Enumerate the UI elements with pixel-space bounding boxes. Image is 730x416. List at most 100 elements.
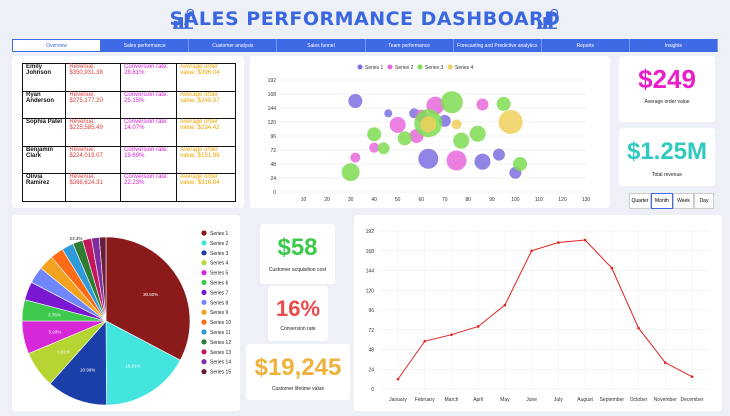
tab-customer-analysis[interactable]: Customer analysis — [189, 39, 278, 52]
y-tick-label: 96 — [270, 134, 276, 140]
x-tick-label: August — [577, 397, 593, 403]
pie-data-label: 3.78% — [48, 312, 61, 317]
pie-chart-card: 30.50% 16.01% 10.99% 6.61% 5.93% 3.78% 23.3% Se… — [12, 215, 240, 411]
legend-label: Series 12 — [210, 340, 231, 346]
bubble-point — [474, 153, 491, 170]
rep-name: Olivia Ramirez — [21, 173, 67, 202]
rep-name: Sophia Patel — [21, 118, 67, 147]
legend-marker — [201, 339, 207, 345]
line-point — [423, 339, 427, 343]
line-point — [637, 326, 640, 330]
legend-label: Series 3 — [210, 251, 229, 257]
line-point — [396, 377, 400, 381]
kpi-cac-label: Customer acquisition cost — [268, 267, 327, 273]
bubble-point — [389, 116, 406, 133]
y-tick-label: 24 — [368, 367, 374, 373]
kpi-revenue-value: $1.25M — [626, 138, 708, 165]
rep-name: Ryan Anderson — [21, 90, 67, 120]
y-tick-label: 168 — [268, 92, 277, 98]
line-chart: 0 24 48 72 96 120 144 168 192 January February Marc… — [366, 229, 710, 403]
x-tick-label: February — [415, 397, 436, 403]
legend-marker — [201, 250, 207, 256]
legend-marker — [201, 270, 207, 276]
tab-overview[interactable]: Overview — [12, 39, 102, 52]
line-point — [610, 266, 614, 270]
x-tick-label: June — [526, 397, 537, 403]
rep-aov: Average order value: $316.84 — [176, 173, 236, 202]
x-tick-label: 100 — [511, 197, 520, 203]
y-tick-label: 24 — [270, 176, 276, 182]
legend-marker — [447, 64, 453, 70]
legend-marker — [387, 64, 393, 70]
bubble-point — [446, 150, 467, 171]
pie-data-label: 6.61% — [57, 349, 70, 354]
kpi-revenue-label: Total revenue — [651, 172, 683, 178]
bubble-point — [418, 148, 439, 169]
y-tick-label: 120 — [268, 120, 277, 126]
period-day-button[interactable]: Day — [694, 193, 714, 209]
rep-name: Benjamin Clark — [21, 145, 67, 175]
bubble-point — [469, 125, 486, 142]
tab-reports[interactable]: Reports — [541, 39, 630, 52]
kpi-aov-label: Average order value — [644, 99, 690, 105]
bubble-point — [367, 127, 382, 142]
x-tick-label: 80 — [466, 197, 472, 203]
bubble-point — [451, 119, 462, 130]
table-row: Benjamin Clark Revenue: $224,019.07 Conv… — [21, 145, 236, 175]
pie-extra-label: 23.3% — [70, 236, 83, 241]
tab-forecasting[interactable]: Forecasting and Predictive analytics — [453, 39, 542, 52]
line-point — [450, 333, 453, 336]
tab-insights[interactable]: Insights — [629, 39, 718, 52]
y-tick-label: 192 — [366, 229, 375, 235]
legend-marker — [201, 230, 207, 236]
pie-slice — [105, 320, 181, 406]
pie-slice — [98, 236, 107, 322]
bubble-chart: 0 24 48 72 96 120 144 168 192 10 20 30 40 50 60 70 80 90 1… — [268, 64, 590, 203]
x-tick-label: November — [654, 397, 677, 403]
bar-chart-logo-icon-right — [536, 8, 558, 29]
legend-marker — [201, 309, 207, 315]
period-week-button[interactable]: Week — [673, 193, 694, 209]
rep-aov: Average order value: $151.99 — [176, 145, 236, 175]
y-tick-label: 48 — [270, 162, 276, 168]
tab-sales-funnel[interactable]: Sales funnel — [277, 39, 366, 52]
rep-conversion: Conversion rate: 19.69% — [120, 145, 178, 175]
line-chart-card: 0 24 48 72 96 120 144 168 192 January February Marc… — [354, 215, 722, 411]
rep-revenue: Revenue: $268,624.31 — [65, 173, 122, 202]
legend-label: Series 1 — [365, 65, 384, 71]
legend-marker — [201, 289, 207, 295]
series-line — [397, 239, 693, 380]
pie-data-label: 5.93% — [49, 329, 62, 334]
rep-aov: Average order value: $240.37 — [176, 90, 236, 120]
tab-sales-performance[interactable]: Sales performance — [101, 39, 190, 52]
kpi-clv-card: $19,245 Customer lifetime value — [246, 344, 350, 400]
rep-revenue: Revenue: $224,019.07 — [65, 145, 122, 175]
pie-data-label: 16.01% — [125, 364, 140, 369]
nav-bar: Overview Sales performance Customer anal… — [12, 39, 718, 52]
legend-label: Series 4 — [455, 65, 474, 71]
kpi-clv-label: Customer lifetime value — [271, 386, 325, 392]
x-tick-label: July — [554, 397, 563, 403]
pie-data-label: 30.50% — [143, 292, 158, 297]
line-point — [476, 325, 480, 328]
legend-marker — [357, 64, 363, 70]
x-tick-label: 110 — [535, 197, 543, 203]
line-point — [557, 241, 560, 244]
rep-revenue: Revenue: $225,585.49 — [65, 118, 122, 147]
legend-label: Series 14 — [210, 360, 231, 366]
tab-team-performance[interactable]: Team performance — [365, 39, 454, 52]
period-quarter-button[interactable]: Quarter — [629, 193, 651, 209]
y-tick-label: 144 — [366, 269, 375, 275]
bubble-point — [350, 152, 361, 163]
x-tick-label: 30 — [348, 197, 354, 203]
x-tick-label: 70 — [442, 197, 448, 203]
legend-marker — [201, 260, 207, 266]
legend-label: Series 9 — [210, 310, 229, 316]
y-tick-label: 0 — [273, 190, 276, 196]
period-month-button[interactable]: Month — [651, 193, 673, 209]
line-point — [583, 238, 587, 242]
bubble-point — [496, 96, 511, 111]
legend-label: Series 2 — [395, 65, 414, 71]
x-tick-label: 50 — [395, 197, 401, 203]
x-tick-label: 10 — [301, 197, 307, 203]
